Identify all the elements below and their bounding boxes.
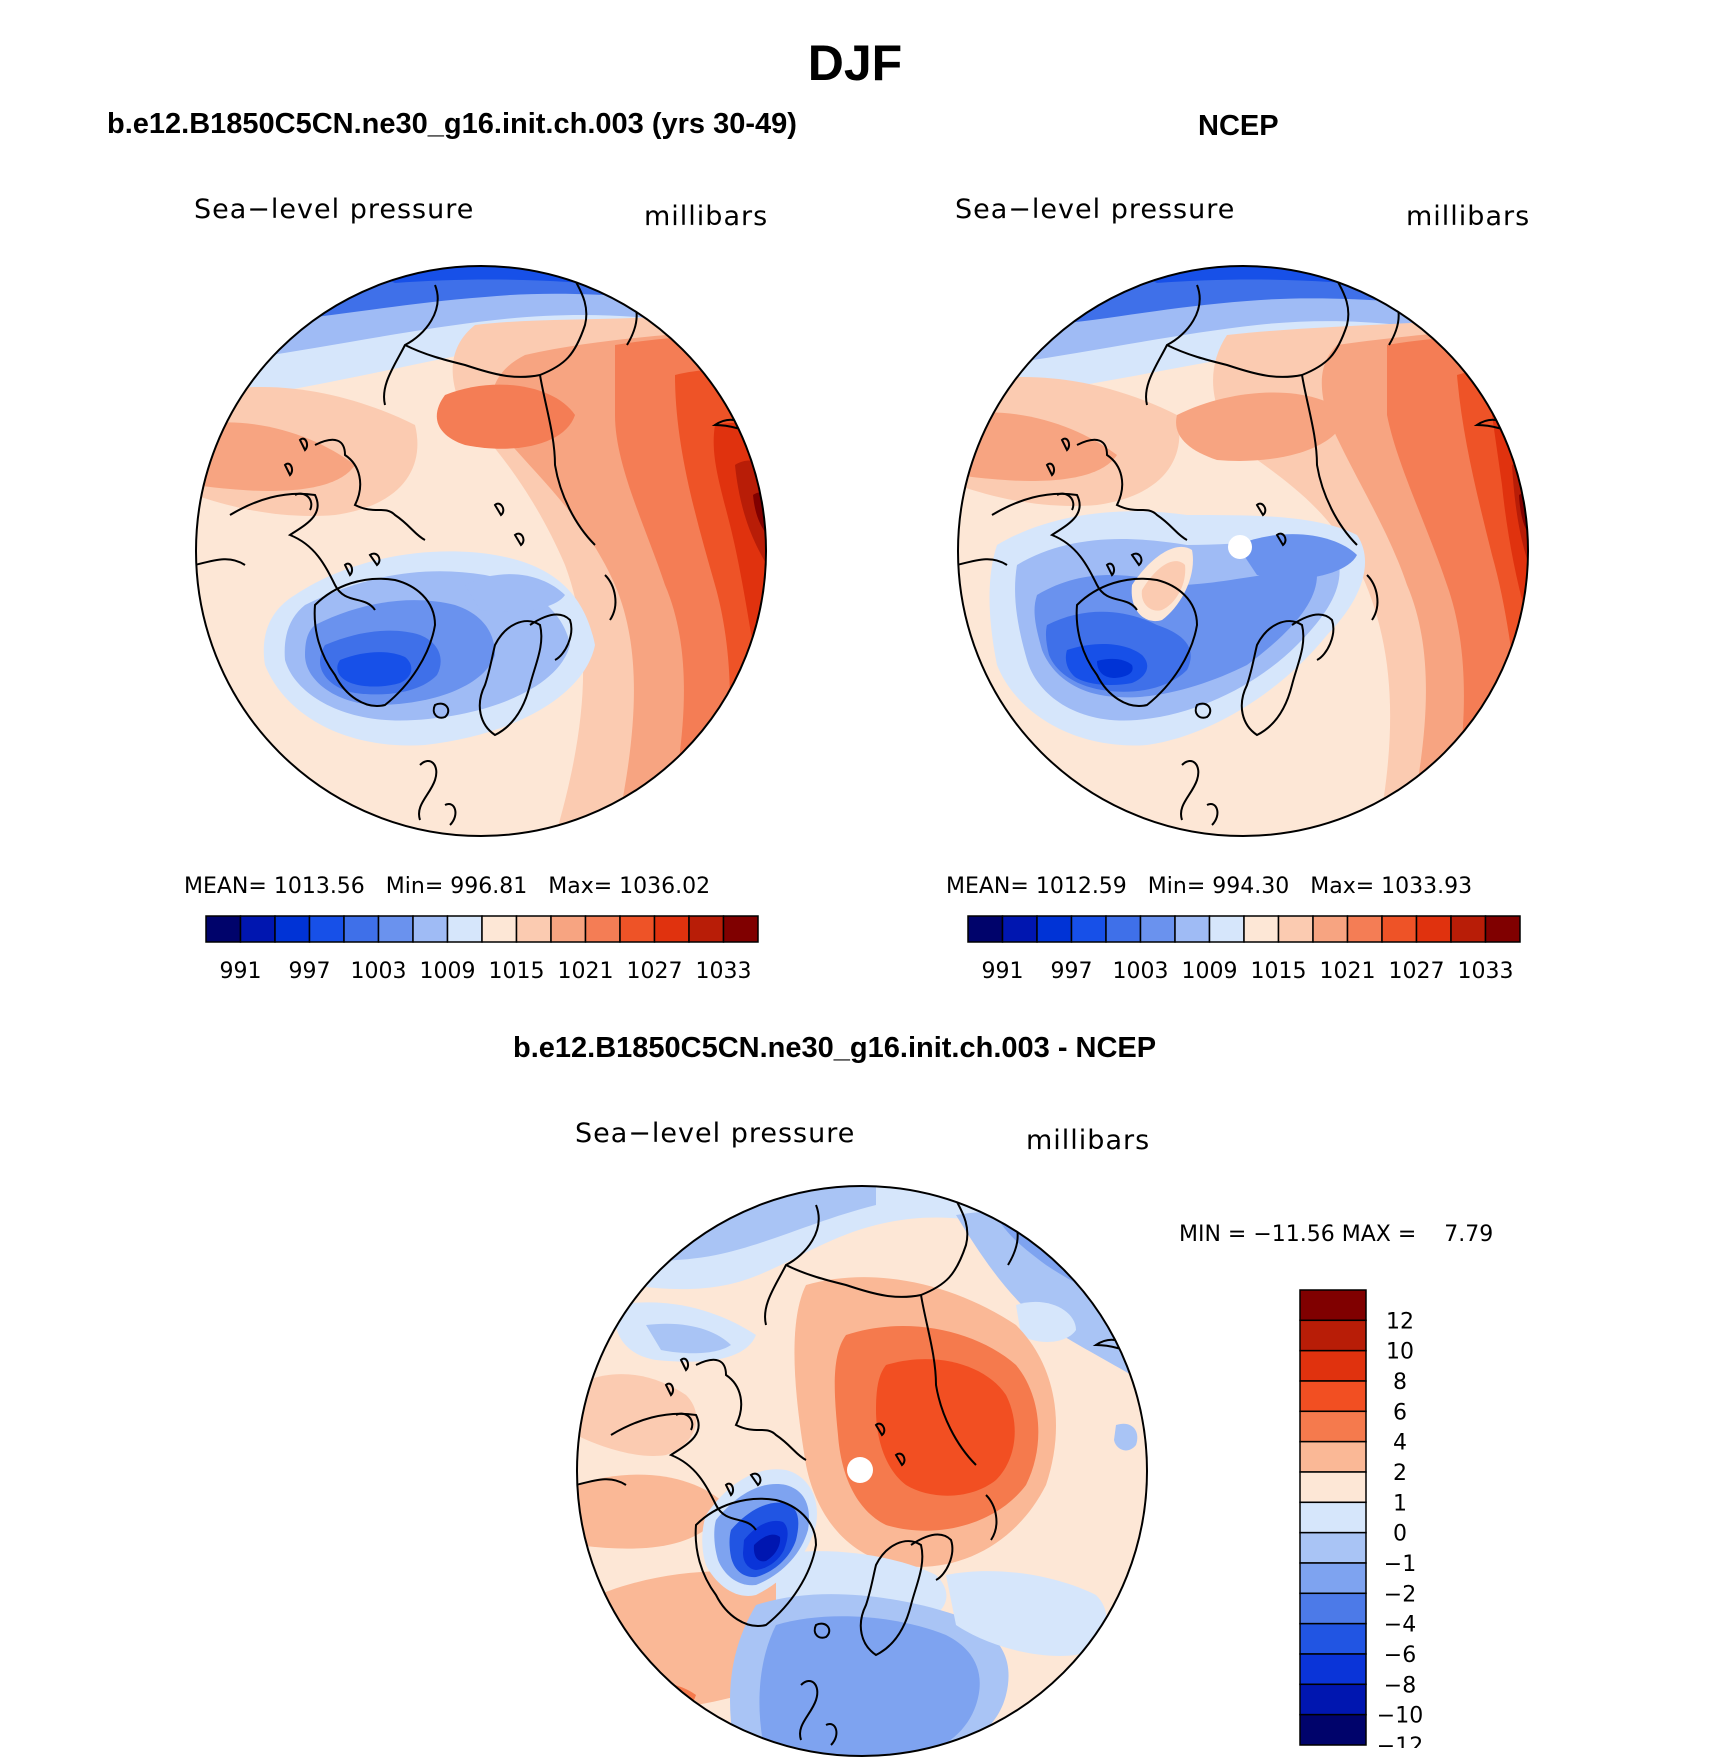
colorbar-swatch — [1450, 915, 1487, 943]
colorbar-swatch — [1299, 1380, 1367, 1413]
colorbar-swatch — [343, 915, 380, 943]
colorbar-swatch — [1277, 915, 1314, 943]
colorbar-tick-label: 4 — [1393, 1431, 1407, 1456]
map-model-slp — [195, 265, 767, 837]
colorbar-swatch — [1001, 915, 1038, 943]
panel-ncep-units-label: millibars — [1406, 201, 1531, 232]
figure-title: DJF — [807, 35, 903, 91]
colorbar-tick-label: 6 — [1393, 1400, 1407, 1425]
colorbar-tick-label: 8 — [1393, 1370, 1407, 1395]
colorbar-swatch — [239, 915, 276, 943]
colorbar-tick-label: 1033 — [1458, 959, 1514, 984]
colorbar-tick-label: −8 — [1384, 1673, 1416, 1698]
colorbar-tick-label: 10 — [1386, 1340, 1414, 1365]
colorbar-tick-label: 1027 — [627, 959, 683, 984]
colorbar-swatch — [1299, 1440, 1367, 1473]
colorbar-tick-label: 1003 — [351, 959, 407, 984]
colorbar-tick-label: 1021 — [1320, 959, 1376, 984]
colorbar-swatch — [1299, 1319, 1367, 1352]
colorbar-swatch — [1299, 1471, 1367, 1504]
colorbar-tick-label: −4 — [1384, 1613, 1416, 1638]
colorbar-tick-label: −1 — [1384, 1552, 1416, 1577]
colorbar-tick-label: 991 — [220, 959, 262, 984]
colorbar-tick-label: −6 — [1384, 1643, 1416, 1668]
colorbar-swatch — [1299, 1713, 1367, 1746]
colorbar-swatch — [1346, 915, 1383, 943]
colorbar-swatch — [1299, 1562, 1367, 1595]
difference-minmax: MIN = −11.56 MAX = 7.79 — [1179, 1222, 1494, 1247]
colorbar-swatch — [1381, 915, 1418, 943]
colorbar-swatch — [722, 915, 759, 943]
missing-data-dot — [1228, 535, 1252, 559]
colorbar-tick-label: 997 — [289, 959, 331, 984]
colorbar-swatch — [1299, 1592, 1367, 1625]
colorbar-swatch — [1299, 1683, 1367, 1716]
map-ncep-slp — [957, 265, 1529, 837]
panel-ncep-title: NCEP — [1198, 110, 1279, 142]
panel-ncep-stats: MEAN= 1012.59 Min= 994.30 Max= 1033.93 — [946, 874, 1473, 899]
colorbar-swatch — [481, 915, 518, 943]
colorbar-swatch — [1105, 915, 1142, 943]
colorbar-swatch — [1139, 915, 1176, 943]
colorbar-swatch — [377, 915, 414, 943]
colorbar-swatch — [446, 915, 483, 943]
colorbar-swatch — [1070, 915, 1107, 943]
colorbar-swatch — [1299, 1410, 1367, 1443]
colorbar-tick-label: 991 — [982, 959, 1024, 984]
colorbar-swatch — [412, 915, 449, 943]
colorbar-swatch — [653, 915, 690, 943]
missing-data-dot — [847, 1457, 873, 1483]
colorbar-swatch — [688, 915, 725, 943]
colorbar-swatch — [967, 915, 1004, 943]
colorbar-tick-label: 1015 — [1251, 959, 1307, 984]
map-difference-slp — [576, 1185, 1148, 1757]
colorbar-swatch — [308, 915, 345, 943]
colorbar-tick-label: 1003 — [1113, 959, 1169, 984]
colorbar-model: 991 997 1003 1009 1015 1021 1027 1033 — [205, 915, 759, 984]
panel-model-units-label: millibars — [644, 201, 769, 232]
colorbar-ncep: 991 997 1003 1009 1015 1021 1027 1033 — [967, 915, 1521, 984]
colorbar-swatch — [1299, 1501, 1367, 1534]
colorbar-tick-label: −12 — [1377, 1734, 1423, 1748]
panel-difference-title: b.e12.B1850C5CN.ne30_g16.init.ch.003 - N… — [513, 1032, 1157, 1064]
colorbar-tick-label: −10 — [1377, 1704, 1423, 1729]
panel-difference-units-label: millibars — [1026, 1125, 1151, 1156]
colorbar-swatch — [274, 915, 311, 943]
colorbar-swatch — [1299, 1349, 1367, 1382]
colorbar-tick-label: 1021 — [558, 959, 614, 984]
colorbar-swatch — [1299, 1531, 1367, 1564]
colorbar-swatch — [1312, 915, 1349, 943]
colorbar-swatch — [1299, 1653, 1367, 1686]
colorbar-swatch — [619, 915, 656, 943]
colorbar-tick-label: −2 — [1384, 1582, 1416, 1607]
panel-model-variable-label: Sea−level pressure — [194, 194, 475, 225]
colorbar-swatch — [1484, 915, 1521, 943]
panel-model-stats: MEAN= 1013.56 Min= 996.81 Max= 1036.02 — [184, 874, 711, 899]
colorbar-swatch — [515, 915, 552, 943]
colorbar-tick-label: 1009 — [1182, 959, 1238, 984]
colorbar-swatch — [584, 915, 621, 943]
colorbar-swatch — [1299, 1622, 1367, 1655]
colorbar-tick-label: 1009 — [420, 959, 476, 984]
colorbar-swatch — [1243, 915, 1280, 943]
colorbar-tick-label: 0 — [1393, 1522, 1407, 1547]
colorbar-swatch — [1174, 915, 1211, 943]
colorbar-swatch — [1208, 915, 1245, 943]
colorbar-tick-label: 1015 — [489, 959, 545, 984]
colorbar-swatch — [1036, 915, 1073, 943]
colorbar-tick-label: 1033 — [696, 959, 752, 984]
colorbar-tick-label: 1027 — [1389, 959, 1445, 984]
colorbar-swatch — [1415, 915, 1452, 943]
panel-model-title: b.e12.B1850C5CN.ne30_g16.init.ch.003 (yr… — [107, 108, 797, 140]
panel-ncep-variable-label: Sea−level pressure — [955, 194, 1236, 225]
colorbar-tick-label: 997 — [1051, 959, 1093, 984]
panel-difference-variable-label: Sea−level pressure — [575, 1118, 856, 1149]
colorbar-swatch — [205, 915, 242, 943]
colorbar-swatch — [550, 915, 587, 943]
colorbar-swatch — [1299, 1289, 1367, 1322]
colorbar-tick-label: 12 — [1386, 1309, 1414, 1334]
colorbar-tick-label: 2 — [1393, 1461, 1407, 1486]
colorbar-tick-label: 1 — [1393, 1491, 1407, 1516]
